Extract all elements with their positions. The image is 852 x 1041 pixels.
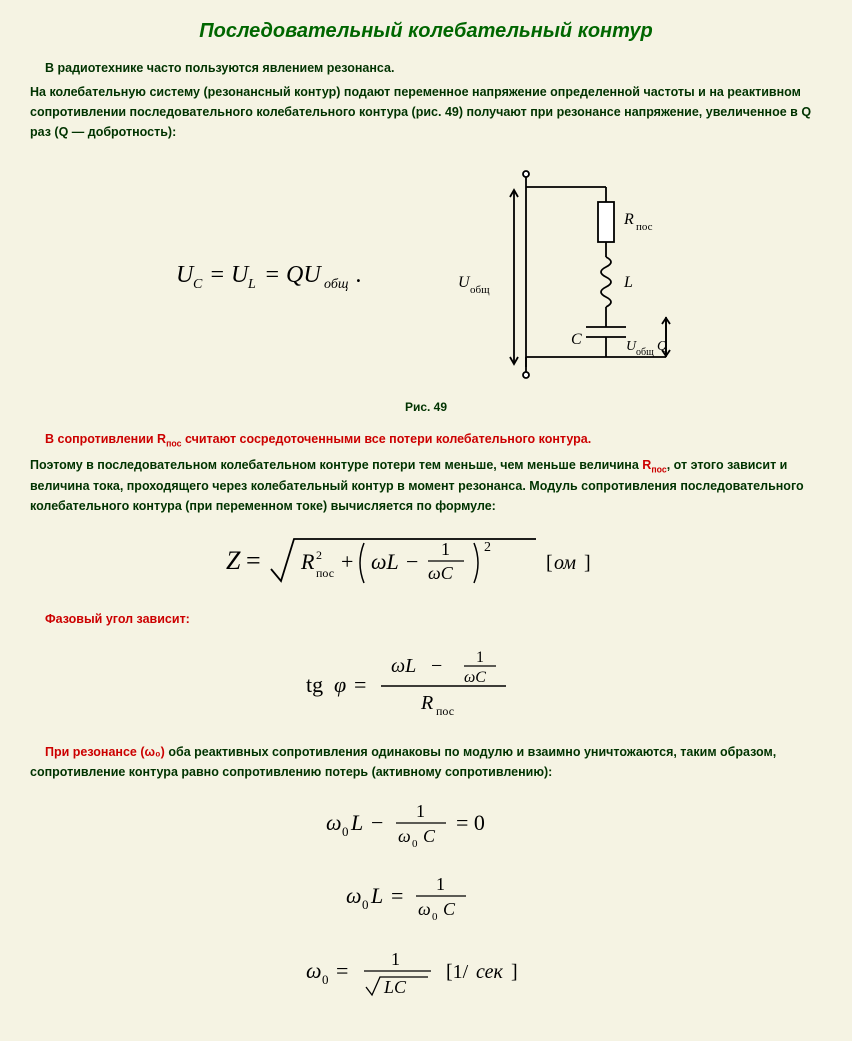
svg-text:0: 0 [412, 838, 418, 850]
svg-text:0: 0 [322, 972, 329, 987]
svg-text:ωL: ωL [371, 549, 399, 574]
formula-resonance-3: ω 0 = 1 LC [1/ сек ] [30, 943, 822, 1006]
svg-text:−: − [431, 655, 442, 677]
paragraph-5-red: Фазовый угол зависит: [30, 609, 822, 629]
svg-text:ωC: ωC [464, 669, 486, 686]
svg-text:1: 1 [436, 874, 445, 894]
svg-text:=: = [391, 883, 403, 908]
svg-text:tg: tg [306, 672, 323, 697]
svg-text:пос: пос [636, 221, 653, 233]
svg-text:Q: Q [657, 339, 667, 354]
svg-text:=: = [246, 546, 261, 575]
svg-text:R: R [623, 211, 634, 228]
page-title: Последовательный колебательный контур [30, 20, 822, 43]
formula-tg-phi: tg φ = ωL − 1 ωC R пос [30, 644, 822, 727]
svg-text:Z: Z [226, 546, 241, 575]
svg-text:ω: ω [306, 958, 322, 983]
svg-text:общ: общ [324, 277, 349, 292]
svg-text:QU: QU [286, 262, 322, 288]
paragraph-4: Поэтому в последовательном колебательном… [30, 455, 822, 517]
svg-text:.: . [356, 262, 362, 288]
svg-text:1: 1 [391, 949, 400, 969]
svg-text:ωC: ωC [428, 563, 454, 583]
svg-text:C: C [443, 899, 456, 919]
circuit-diagram: R пос L C U общ U общ Q [436, 162, 676, 395]
paragraph-3-red: В сопротивлении Rпос считают сосредоточе… [30, 429, 822, 451]
p4a-text: Поэтому в последовательном колебательном… [30, 458, 642, 472]
svg-text:2: 2 [316, 548, 322, 562]
formula-z: Z = R 2 пос + ωL − 1 ωC 2 [ ом ] [30, 531, 822, 594]
svg-text:1: 1 [441, 539, 450, 559]
svg-text:2: 2 [484, 540, 491, 555]
svg-text:сек: сек [476, 961, 503, 983]
svg-text:C: C [423, 826, 436, 846]
svg-text:−: − [371, 810, 383, 835]
svg-text:[: [ [546, 552, 553, 574]
svg-text:]: ] [511, 961, 518, 983]
svg-text:L: L [247, 277, 256, 292]
svg-text:=: = [336, 958, 348, 983]
formula-and-circuit: U C = U L = QU общ . [30, 162, 822, 395]
formula-resonance-1: ω 0 L − 1 ω 0 C = 0 [30, 797, 822, 855]
svg-text:ω: ω [326, 810, 342, 835]
svg-text:=: = [209, 262, 225, 288]
svg-text:=: = [264, 262, 280, 288]
svg-text:L: L [623, 274, 633, 291]
svg-text:ом: ом [554, 552, 576, 574]
svg-text:1: 1 [476, 649, 484, 666]
svg-text:ω: ω [346, 883, 362, 908]
svg-text:0: 0 [342, 824, 349, 839]
svg-text:L: L [350, 810, 363, 835]
formula-resonance-2: ω 0 L = 1 ω 0 C [30, 870, 822, 928]
svg-text:]: ] [584, 552, 591, 574]
svg-text:ωL: ωL [391, 655, 416, 677]
rpos-label: Rпос [642, 458, 666, 472]
svg-text:0: 0 [362, 897, 369, 912]
svg-text:ω: ω [418, 899, 431, 919]
formula-uc-ul: U C = U L = QU общ . [176, 256, 406, 302]
svg-text:0: 0 [432, 911, 438, 923]
paragraph-2: На колебательную систему (резонансный ко… [30, 82, 822, 142]
svg-text:1: 1 [416, 801, 425, 821]
svg-text:C: C [571, 331, 582, 348]
svg-text:ω: ω [398, 826, 411, 846]
figure-caption: Рис. 49 [30, 400, 822, 414]
svg-text:R: R [420, 692, 433, 714]
p6-red: При резонансе (ω₀) [45, 745, 165, 759]
svg-text:+: + [341, 549, 353, 574]
paragraph-6: При резонансе (ω₀) оба реактивных сопрот… [30, 742, 822, 782]
svg-text:φ: φ [334, 672, 346, 697]
svg-text:пос: пос [436, 704, 454, 718]
svg-text:−: − [406, 549, 418, 574]
svg-text:общ: общ [470, 284, 490, 296]
svg-text:общ: общ [636, 347, 654, 358]
svg-text:L: L [370, 883, 383, 908]
svg-text:=: = [354, 672, 366, 697]
svg-text:LC: LC [383, 977, 407, 997]
svg-text:= 0: = 0 [456, 810, 485, 835]
svg-text:пос: пос [316, 566, 334, 580]
svg-text:R: R [300, 549, 315, 574]
svg-text:C: C [193, 277, 203, 292]
svg-text:[1/: [1/ [446, 961, 469, 983]
paragraph-1: В радиотехнике часто пользуются явлением… [30, 58, 822, 78]
